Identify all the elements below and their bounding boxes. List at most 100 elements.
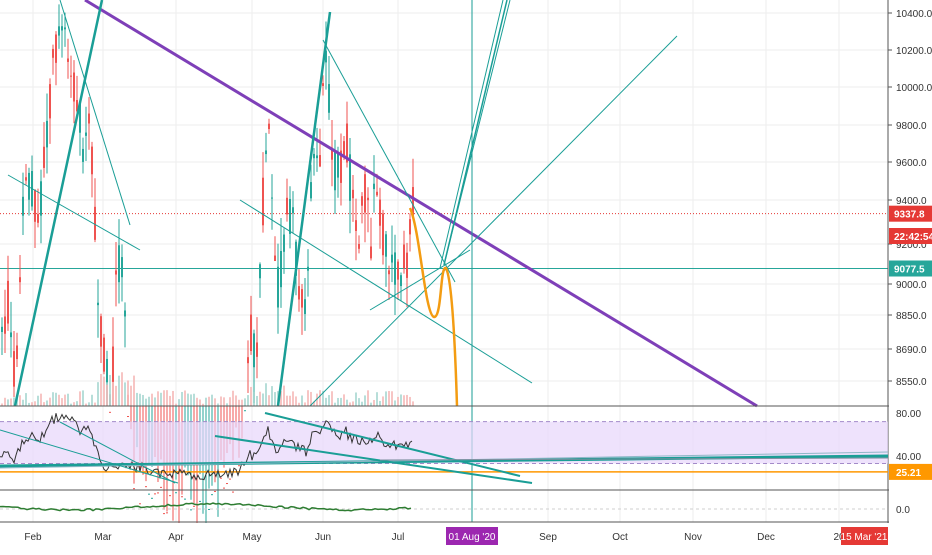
volume-bar (73, 402, 75, 406)
price-marker-label: 9077.5 (894, 265, 925, 276)
volume-bar (253, 391, 255, 406)
candle-body (7, 280, 9, 324)
candle-body (85, 132, 87, 136)
volume-bar (226, 403, 228, 406)
volume-bar (247, 395, 249, 406)
volume-bar (406, 394, 408, 406)
volume-bar (379, 400, 381, 406)
time-tick-label: Mar (94, 532, 112, 543)
candle-body (193, 505, 195, 507)
candle-body (148, 493, 150, 495)
candle-body (391, 254, 393, 263)
volume-bar (322, 390, 324, 406)
candle-body (109, 411, 111, 413)
price-tick-label: 9400.0 (896, 196, 927, 207)
price-marker-bg (889, 205, 932, 222)
price-tick-label: 9200.0 (896, 240, 927, 251)
volume-bar (199, 399, 201, 406)
candle-body (337, 153, 339, 178)
volume-bar (52, 392, 54, 406)
candle-body (361, 196, 363, 206)
candle-body (283, 234, 285, 252)
price-marker-bg (889, 228, 932, 244)
teal-fan-line-2 (369, 249, 471, 311)
candle-body (379, 199, 381, 226)
price-tick-label: 10200.0 (896, 46, 932, 57)
candle-body (34, 189, 36, 222)
volume-bar (208, 396, 210, 406)
volume-bar (394, 400, 396, 406)
volume-bar (64, 394, 66, 406)
volume-bar (127, 380, 129, 406)
candle-body (286, 197, 288, 215)
volume-bar (124, 382, 126, 406)
price-marker-label: 22:42:54 (894, 232, 932, 243)
volume-bar (376, 392, 378, 406)
candle-body (355, 220, 357, 231)
volume-bar (61, 398, 63, 406)
candle-body (103, 337, 105, 372)
rsi-trend-thick (0, 454, 889, 468)
candle-body (70, 75, 72, 77)
candle-body (76, 100, 78, 112)
volume-bar (142, 394, 144, 406)
time-tick-label: Apr (168, 532, 184, 543)
volume-bar (283, 385, 285, 406)
candle-body (334, 151, 336, 191)
volume-bar (361, 401, 363, 406)
price-tick-label: 10400.0 (896, 9, 932, 20)
candle-body (412, 187, 414, 216)
volume-bar (328, 395, 330, 406)
price-tick-label: 8550.0 (896, 377, 927, 388)
candle-body (364, 174, 366, 213)
volume-bar (43, 402, 45, 406)
volume-bar (343, 394, 345, 406)
volume-bar (403, 395, 405, 406)
volume-bar (331, 391, 333, 406)
volume-bar (265, 383, 267, 406)
volume-bar (385, 391, 387, 406)
volume-bar (58, 394, 60, 406)
volume-bar (205, 397, 207, 406)
volume-bar (91, 394, 93, 406)
candle-body (259, 264, 261, 279)
candle-body (40, 181, 42, 216)
volume-bar (37, 395, 39, 406)
volume-bar (262, 393, 264, 406)
candle-body (316, 155, 318, 159)
volume-bar (115, 385, 117, 406)
candle-body (151, 497, 153, 499)
time-axis[interactable]: Feb Mar Apr May Jun Jul Sep Oct Nov Dec 20 01 Aug '… (0, 523, 932, 550)
price-marker-label: 9337.8 (894, 210, 925, 221)
time-tick-label: 20 (833, 532, 845, 543)
candle-body (376, 191, 378, 196)
volume-bar (184, 390, 186, 406)
volume-bar (220, 396, 222, 406)
volume-bar (148, 396, 150, 406)
time-highlight-bg (446, 527, 498, 545)
candle-body (208, 508, 210, 510)
volume-bar (46, 400, 48, 406)
volume-bar (22, 399, 24, 406)
volume-bar (304, 402, 306, 406)
teal-channel-line-1 (59, 0, 131, 226)
volume-bar (88, 402, 90, 406)
candle-body (4, 316, 6, 334)
volume-bar (337, 397, 339, 406)
volume-bar (31, 402, 33, 406)
candle-body (352, 189, 354, 199)
candle-body (277, 266, 279, 308)
volume-bar (382, 396, 384, 406)
volume-bar (400, 394, 402, 406)
time-tick-label: Feb (24, 532, 42, 543)
candle-body (313, 153, 315, 159)
candle-body (124, 310, 126, 317)
volume-bar (355, 392, 357, 406)
candle-body (49, 84, 51, 119)
time-tick-label: Nov (684, 532, 702, 543)
price-axis[interactable]: 8550.0 8690.0 8850.0 9000.0 9200.0 9400.0 9600… (888, 0, 932, 523)
volume-bar (4, 397, 6, 406)
volume-bar (76, 401, 78, 406)
candle-body (388, 270, 390, 275)
volume-bar (409, 396, 411, 406)
